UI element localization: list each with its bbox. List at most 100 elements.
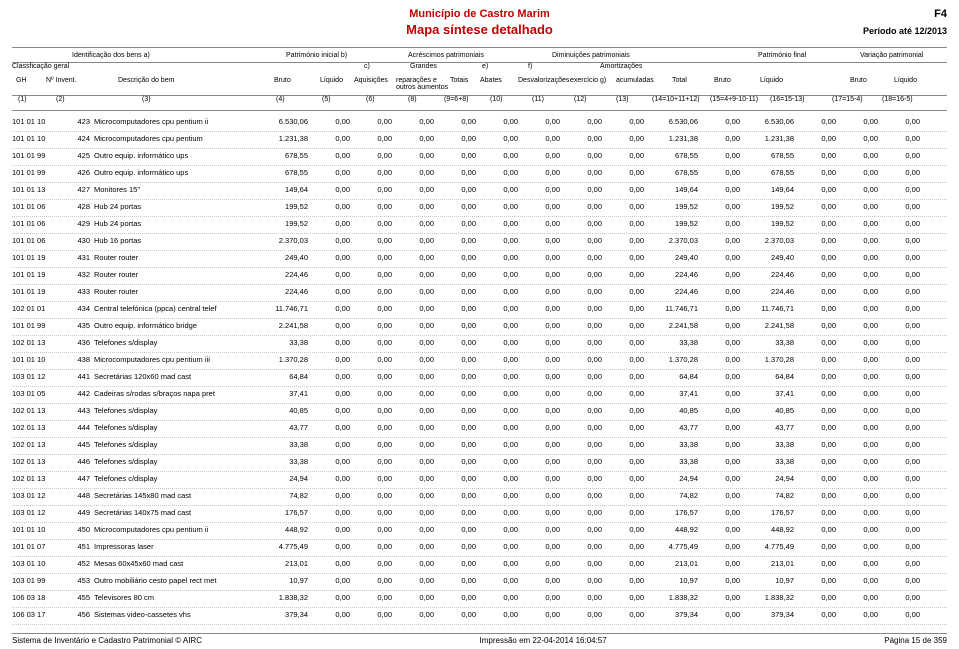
cell-value: 37,41 (256, 389, 308, 398)
cell-value: 0,00 (562, 287, 602, 296)
cell-value: 0,00 (352, 372, 392, 381)
cell-value: 0,00 (838, 389, 878, 398)
cell-invent: 436 (60, 338, 90, 347)
cell-value: 176,57 (742, 508, 794, 517)
cell-value: 0,00 (700, 525, 740, 534)
hdr-exer: exercício g) (570, 77, 606, 84)
cell-value: 0,00 (796, 236, 836, 245)
cell-value: 0,00 (436, 117, 476, 126)
cell-value: 0,00 (880, 185, 920, 194)
hdr-bruto-3: Bruto (850, 77, 867, 84)
table-row: 103 01 12449Secretárias 140x75 mad cast1… (12, 506, 947, 523)
cell-gh: 101 01 99 (12, 151, 57, 160)
cell-value: 6.530,06 (742, 117, 794, 126)
cell-value: 379,34 (742, 610, 794, 619)
cell-value: 0,00 (478, 372, 518, 381)
cell-value: 0,00 (700, 236, 740, 245)
cell-value: 0,00 (604, 185, 644, 194)
cell-value: 0,00 (520, 202, 560, 211)
cell-value: 0,00 (880, 168, 920, 177)
footer-center: Impressão em 22-04-2014 16:04:57 (480, 636, 607, 645)
cell-value: 0,00 (394, 372, 434, 381)
idx-12: (12) (574, 96, 586, 103)
cell-value: 11.746,71 (742, 304, 794, 313)
idx-13: (13) (616, 96, 628, 103)
sub-header-row-2: GH Nº Invent. Descrição do bem Bruto Líq… (12, 77, 947, 96)
hdr-desval: Desvalorizações (518, 77, 569, 84)
cell-value: 0,00 (394, 338, 434, 347)
cell-value: 0,00 (436, 185, 476, 194)
cell-value: 0,00 (310, 202, 350, 211)
cell-value: 0,00 (520, 542, 560, 551)
cell-value: 0,00 (478, 559, 518, 568)
cell-value: 33,38 (256, 338, 308, 347)
cell-value: 0,00 (352, 168, 392, 177)
cell-value: 0,00 (310, 151, 350, 160)
cell-gh: 101 01 10 (12, 134, 57, 143)
cell-invent: 443 (60, 406, 90, 415)
cell-value: 0,00 (436, 491, 476, 500)
cell-value: 0,00 (838, 355, 878, 364)
cell-value: 0,00 (520, 440, 560, 449)
cell-value: 0,00 (796, 389, 836, 398)
cell-value: 0,00 (700, 270, 740, 279)
cell-value: 0,00 (562, 389, 602, 398)
cell-value: 0,00 (352, 610, 392, 619)
cell-value: 24,94 (256, 474, 308, 483)
cell-value: 0,00 (310, 134, 350, 143)
cell-value: 0,00 (478, 304, 518, 313)
cell-value: 0,00 (796, 151, 836, 160)
cell-value: 0,00 (478, 202, 518, 211)
cell-value: 1.838,32 (256, 593, 308, 602)
cell-value: 0,00 (604, 491, 644, 500)
cell-value: 0,00 (352, 457, 392, 466)
cell-value: 0,00 (436, 576, 476, 585)
page-footer: Sistema de Inventário e Cadastro Patrimo… (12, 633, 947, 645)
cell-value: 0,00 (880, 593, 920, 602)
cell-value: 0,00 (838, 542, 878, 551)
cell-value: 0,00 (838, 270, 878, 279)
cell-value: 0,00 (352, 389, 392, 398)
cell-value: 0,00 (880, 236, 920, 245)
cell-value: 0,00 (478, 236, 518, 245)
cell-value: 0,00 (700, 440, 740, 449)
cell-value: 37,41 (742, 389, 794, 398)
cell-value: 0,00 (880, 151, 920, 160)
cell-descricao: Microcomputadores cpu pentium ii (94, 117, 262, 126)
cell-descricao: Outro equip. informático bridge (94, 321, 262, 330)
cell-gh: 101 01 07 (12, 542, 57, 551)
hdr-total: Total (672, 77, 687, 84)
cell-value: 0,00 (880, 321, 920, 330)
cell-value: 0,00 (436, 440, 476, 449)
cell-value: 0,00 (880, 287, 920, 296)
cell-invent: 427 (60, 185, 90, 194)
table-row: 101 01 19431Router router249,400,000,000… (12, 251, 947, 268)
cell-descricao: Secretárias 120x60 mad cast (94, 372, 262, 381)
cell-value: 0,00 (394, 542, 434, 551)
cell-value: 0,00 (310, 270, 350, 279)
cell-value: 0,00 (562, 576, 602, 585)
cell-value: 0,00 (604, 355, 644, 364)
cell-value: 0,00 (394, 508, 434, 517)
hdr-acum: acumuladas (616, 77, 654, 84)
idx-11: (11) (532, 96, 544, 103)
cell-value: 33,38 (256, 457, 308, 466)
cell-value: 33,38 (742, 338, 794, 347)
cell-value: 0,00 (352, 185, 392, 194)
cell-value: 0,00 (352, 406, 392, 415)
cell-value: 0,00 (310, 236, 350, 245)
column-group-row: Identificação dos bens a) Património ini… (12, 47, 947, 63)
cell-value: 0,00 (520, 287, 560, 296)
cell-value: 0,00 (520, 372, 560, 381)
cell-descricao: Impressoras laser (94, 542, 262, 551)
cell-value: 0,00 (838, 491, 878, 500)
cell-value: 176,57 (256, 508, 308, 517)
cell-descricao: Microcomputadores cpu pentium iii (94, 355, 262, 364)
footer-right: Página 15 de 359 (884, 636, 947, 645)
cell-value: 213,01 (742, 559, 794, 568)
cell-value: 0,00 (838, 304, 878, 313)
cell-value: 0,00 (310, 372, 350, 381)
cell-value: 0,00 (478, 491, 518, 500)
cell-value: 33,38 (646, 440, 698, 449)
cell-value: 0,00 (352, 338, 392, 347)
